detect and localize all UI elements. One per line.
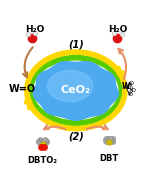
Text: W: W xyxy=(122,82,130,91)
Text: W=O: W=O xyxy=(8,84,36,94)
Ellipse shape xyxy=(34,61,118,119)
Ellipse shape xyxy=(29,55,122,125)
Text: H₂O: H₂O xyxy=(25,26,44,34)
Text: CeO₂: CeO₂ xyxy=(61,85,91,95)
Ellipse shape xyxy=(29,55,123,126)
Text: O: O xyxy=(131,88,136,93)
Text: DBTO₂: DBTO₂ xyxy=(28,156,58,165)
Text: O: O xyxy=(128,81,133,86)
Text: O: O xyxy=(127,92,132,97)
Ellipse shape xyxy=(47,70,93,102)
Text: DBT: DBT xyxy=(99,153,119,163)
Ellipse shape xyxy=(26,51,125,129)
Text: H₂O: H₂O xyxy=(109,26,128,34)
Text: (1): (1) xyxy=(68,40,84,50)
Text: (2): (2) xyxy=(68,131,84,141)
Polygon shape xyxy=(33,62,118,120)
